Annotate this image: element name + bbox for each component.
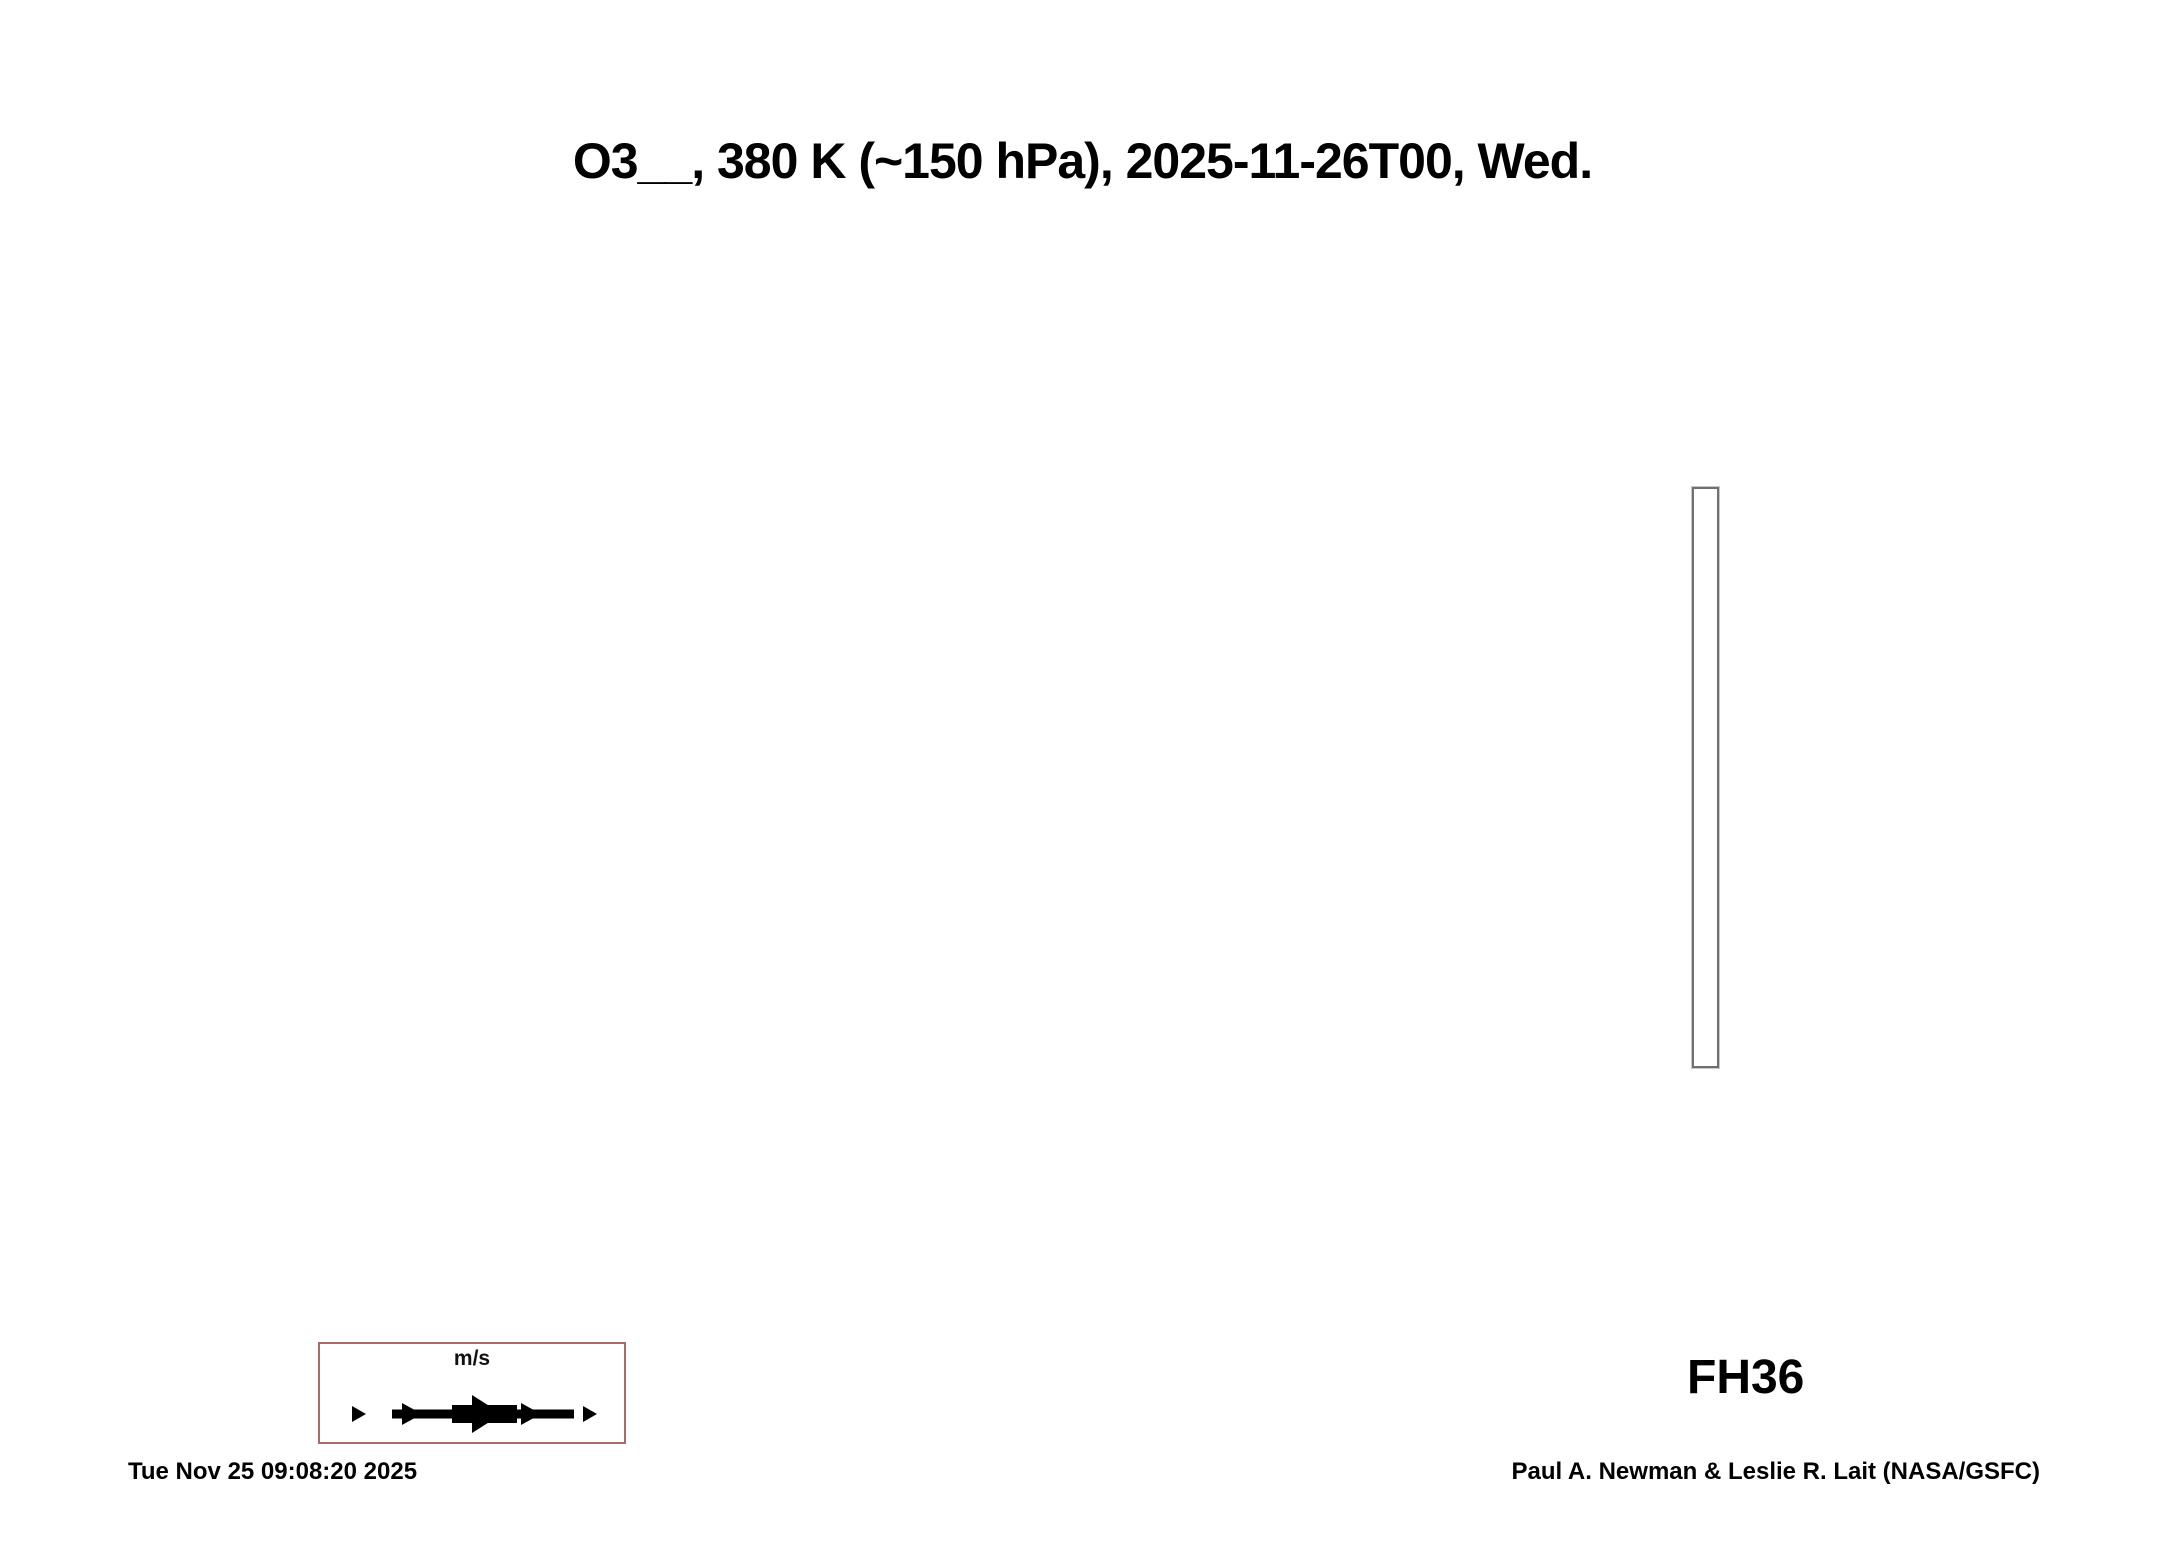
colorbar-labels: [1744, 487, 1864, 1068]
wind-speed-arrow-icon: [352, 1395, 597, 1433]
plot-title: O3__, 380 K (~150 hPa), 2025-11-26T00, W…: [572, 133, 1593, 189]
credit-label: Paul A. Newman & Leslie R. Lait (NASA/GS…: [1511, 1458, 2040, 1485]
colorbar-gradient-bar: [1692, 487, 1719, 1068]
timestamp-label: Tue Nov 25 09:08:20 2025: [128, 1458, 418, 1485]
wind-units-label: m/s: [453, 1347, 491, 1370]
forecast-hour-label: FH36: [1687, 1351, 1805, 1404]
wind-speed-legend: m/s: [318, 1342, 626, 1444]
